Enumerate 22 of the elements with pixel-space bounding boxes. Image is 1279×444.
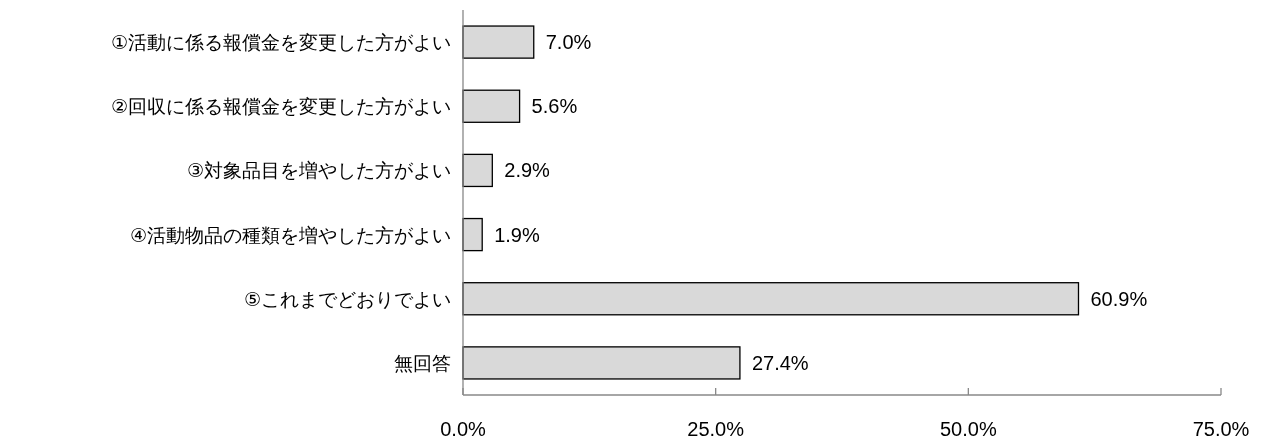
data-label: 7.0% bbox=[545, 31, 592, 54]
x-tick-label: 50.0% bbox=[939, 418, 997, 440]
y-tick-label: 無回答 bbox=[394, 352, 451, 374]
y-tick-label: ③対象品目を増やした方がよい bbox=[186, 160, 451, 182]
bar bbox=[462, 153, 493, 188]
data-label: 27.4% bbox=[751, 351, 809, 374]
data-label: 60.9% bbox=[1090, 287, 1148, 310]
data-label: 5.6% bbox=[531, 95, 578, 118]
y-tick-label: ④活動物品の種類を増やした方がよい bbox=[129, 224, 451, 246]
y-tick-label: ②回収に係る報償金を変更した方がよい bbox=[110, 96, 451, 118]
data-label: 1.9% bbox=[494, 223, 541, 246]
data-label: 2.9% bbox=[504, 159, 551, 182]
bar bbox=[462, 25, 535, 59]
bar bbox=[462, 217, 483, 252]
bar bbox=[462, 89, 521, 123]
bar bbox=[462, 282, 1080, 316]
bar bbox=[462, 346, 741, 380]
x-tick-label: 0.0% bbox=[440, 418, 487, 440]
y-tick-label: ⑤これまでどおりでよい bbox=[243, 288, 451, 310]
x-tick-label: 25.0% bbox=[687, 418, 745, 440]
x-tick-label: 75.0% bbox=[1192, 418, 1250, 440]
y-tick-label: ①活動に係る報償金を変更した方がよい bbox=[110, 32, 451, 54]
